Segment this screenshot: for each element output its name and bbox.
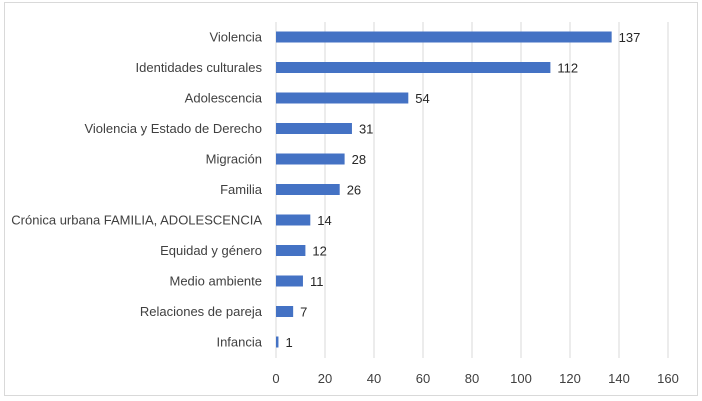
data-label: 54: [415, 91, 429, 106]
bar: [276, 336, 279, 348]
bar: [276, 214, 311, 226]
bar: [276, 123, 352, 134]
category-label: Violencia y Estado de Derecho: [84, 121, 262, 136]
x-tick-label: 120: [559, 371, 581, 386]
x-axis-tick-labels: 0 20 40 60 80 100 120 140 160: [272, 371, 678, 386]
bar: [276, 184, 340, 195]
x-tick-label: 140: [608, 371, 630, 386]
category-label: Infancia: [216, 335, 262, 350]
category-label: Identidades culturales: [136, 60, 263, 75]
data-label: 137: [619, 30, 641, 45]
category-labels: Violencia Identidades culturales Adolescen…: [11, 30, 262, 350]
data-label: 31: [359, 122, 373, 137]
bar: [276, 62, 551, 73]
data-label: 14: [317, 213, 331, 228]
category-label: Medio ambiente: [170, 274, 263, 289]
data-label: 11: [310, 274, 324, 289]
category-label: Equidad y género: [160, 243, 262, 258]
bar: [276, 92, 409, 104]
data-labels: 137 112 54 31 28 26 14 12 11 71: [285, 30, 640, 350]
category-label: Migración: [206, 152, 262, 167]
x-tick-label: 100: [510, 371, 532, 386]
data-label: 12: [312, 244, 326, 259]
bar: [276, 306, 294, 317]
category-label: Adolescencia: [185, 91, 263, 106]
bar: [276, 275, 303, 287]
data-label: 7: [300, 305, 307, 320]
x-tick-label: 20: [318, 371, 332, 386]
x-tick-label: 0: [272, 371, 279, 386]
bars: [276, 31, 612, 348]
data-label: 26: [347, 183, 361, 198]
x-tick-label: 80: [465, 371, 479, 386]
category-label: Crónica urbana FAMILIA, ADOLESCENCIA: [11, 213, 262, 228]
gridlines: [275, 22, 669, 358]
category-label: Violencia: [209, 30, 262, 45]
data-label: 1: [285, 335, 292, 350]
data-label: 112: [557, 61, 578, 76]
x-tick-label: 60: [416, 371, 430, 386]
category-label: Relaciones de pareja: [140, 304, 263, 319]
category-label: Familia: [220, 182, 263, 197]
data-label: 28: [352, 152, 366, 167]
x-tick-label: 160: [657, 371, 679, 386]
bar: [276, 153, 345, 165]
x-tick-label: 40: [367, 371, 381, 386]
bar: [276, 31, 612, 43]
bar: [276, 245, 306, 256]
